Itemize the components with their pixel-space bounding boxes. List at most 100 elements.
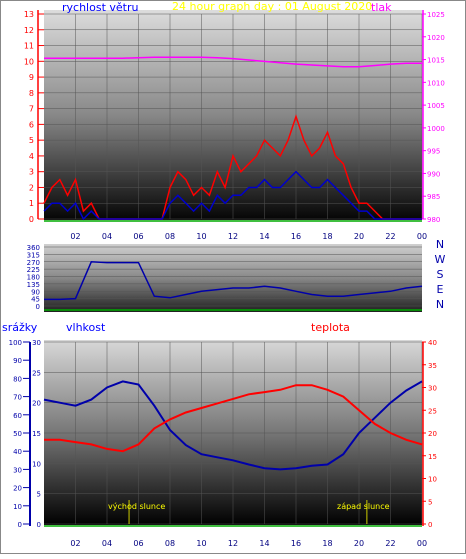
wind-x-tick-9: 20 (354, 232, 364, 241)
temperature-y-tick-0: 0 (428, 521, 432, 529)
humidity-y-tick-3: 15 (32, 430, 41, 438)
event-markers (128, 500, 368, 524)
humidity-line (43, 380, 423, 471)
low-x-tick-11: 00 (417, 539, 427, 548)
compass-label-2: S (437, 268, 444, 281)
low-x-tick-6: 14 (259, 539, 269, 548)
wind-y-tick-9: 9 (29, 73, 34, 82)
wind-x-tick-6: 14 (259, 232, 269, 241)
direction-line (44, 261, 423, 301)
pressure-y-tick-7: 1015 (427, 57, 445, 65)
low-x-tick-3: 08 (165, 539, 175, 548)
direction-y-tick-4: 180 (27, 274, 40, 282)
wind-y-tick-4: 4 (29, 152, 34, 161)
wind-x-tick-4: 10 (196, 232, 206, 241)
compass-label-1: W (435, 253, 446, 266)
direction-y-tick-8: 360 (27, 244, 40, 252)
wind-y-tick-12: 12 (24, 26, 34, 35)
wind-x-tick-3: 08 (165, 232, 175, 241)
pressure-y-tick-0: 980 (427, 216, 440, 224)
temperature-y-tick-8: 40 (428, 339, 437, 347)
direction-y-tick-7: 315 (27, 251, 40, 259)
humidity-y-tick-1: 5 (37, 491, 41, 499)
compass-label-4: N (436, 298, 444, 311)
temperature-y-tick-5: 25 (428, 407, 437, 415)
wind-y-tick-3: 3 (29, 168, 34, 177)
low-x-tick-4: 10 (196, 539, 206, 548)
direction-y-tick-1: 45 (31, 296, 40, 304)
wind-y-tick-5: 5 (29, 136, 34, 145)
rain-y-tick-1: 10 (13, 503, 22, 511)
pressure-axis-label: tlak (371, 1, 392, 14)
direction-panel-bg (44, 244, 422, 312)
low-x-tick-1: 04 (102, 539, 112, 548)
low-x-tick-2: 06 (133, 539, 143, 548)
wind-y-tick-7: 7 (29, 105, 34, 114)
rain-y-tick-6: 60 (13, 412, 22, 420)
low-x-tick-8: 18 (322, 539, 332, 548)
sunset-label: západ slunce (337, 502, 390, 511)
compass-label-0: N (436, 238, 444, 251)
wind-x-tick-1: 04 (102, 232, 112, 241)
pressure-y-tick-4: 1000 (427, 125, 445, 133)
pressure-y-tick-1: 985 (427, 193, 440, 201)
wind-x-tick-0: 02 (70, 232, 80, 241)
axes: 0123456789101112139809859909951000100510… (9, 10, 446, 548)
humidity-y-tick-4: 20 (32, 400, 41, 408)
wind-y-tick-0: 0 (29, 215, 34, 224)
sunrise-label: východ slunce (108, 502, 165, 511)
wind-axis-label: rychlost větru (62, 1, 138, 14)
wind-x-tick-5: 12 (228, 232, 238, 241)
humidity-axis-label: vlhkost (66, 321, 106, 334)
rain-axis-label: srážky (2, 321, 38, 334)
low-x-tick-5: 12 (228, 539, 238, 548)
data-series (43, 56, 423, 471)
low-x-tick-9: 20 (354, 539, 364, 548)
temperature-y-tick-3: 15 (428, 453, 437, 461)
temperature-line (44, 384, 423, 453)
wind-avg-line (43, 170, 422, 221)
rain-y-tick-2: 20 (13, 485, 22, 493)
humidity-y-tick-2: 10 (32, 460, 41, 468)
wind-x-tick-2: 06 (133, 232, 143, 241)
chart-title: 24 hour graph day : 01 August 2020 (172, 0, 372, 13)
wind-y-tick-10: 10 (24, 57, 34, 66)
pressure-y-tick-2: 990 (427, 170, 440, 178)
wind-x-tick-7: 16 (291, 232, 301, 241)
rain-y-tick-8: 80 (13, 375, 22, 383)
direction-y-tick-2: 90 (31, 288, 40, 296)
rain-y-tick-10: 100 (9, 339, 22, 347)
rain-y-tick-3: 30 (13, 466, 22, 474)
pressure-y-tick-3: 995 (427, 148, 440, 156)
humidity-y-tick-5: 25 (32, 369, 41, 377)
wind-y-tick-2: 2 (29, 183, 34, 192)
rain-y-tick-5: 50 (13, 430, 22, 438)
temperature-axis-label: teplota (311, 321, 350, 334)
low-x-tick-10: 22 (385, 539, 395, 548)
rain-y-tick-4: 40 (13, 448, 22, 456)
pressure-y-tick-5: 1005 (427, 102, 445, 110)
wind-y-tick-1: 1 (29, 199, 34, 208)
wind-x-tick-10: 22 (385, 232, 395, 241)
wind-y-tick-8: 8 (29, 89, 34, 98)
low-x-tick-7: 16 (291, 539, 301, 548)
direction-y-tick-0: 0 (36, 303, 40, 311)
direction-y-tick-6: 270 (27, 259, 40, 267)
wind-y-tick-11: 11 (24, 42, 34, 51)
pressure-line (44, 56, 422, 68)
temperature-y-tick-1: 5 (428, 498, 432, 506)
wind-x-tick-11: 00 (417, 232, 427, 241)
temperature-y-tick-4: 20 (428, 430, 437, 438)
direction-y-tick-3: 135 (27, 281, 40, 289)
direction-y-tick-5: 225 (27, 266, 40, 274)
temperature-y-tick-2: 10 (428, 476, 437, 484)
rain-y-tick-7: 70 (13, 394, 22, 402)
compass-label-3: E (437, 283, 444, 296)
temperature-y-tick-6: 30 (428, 385, 437, 393)
humidity-y-tick-0: 0 (37, 521, 41, 529)
wind-y-tick-13: 13 (24, 10, 34, 19)
humidity-y-tick-6: 30 (32, 339, 41, 347)
temperature-y-tick-7: 35 (428, 362, 437, 370)
